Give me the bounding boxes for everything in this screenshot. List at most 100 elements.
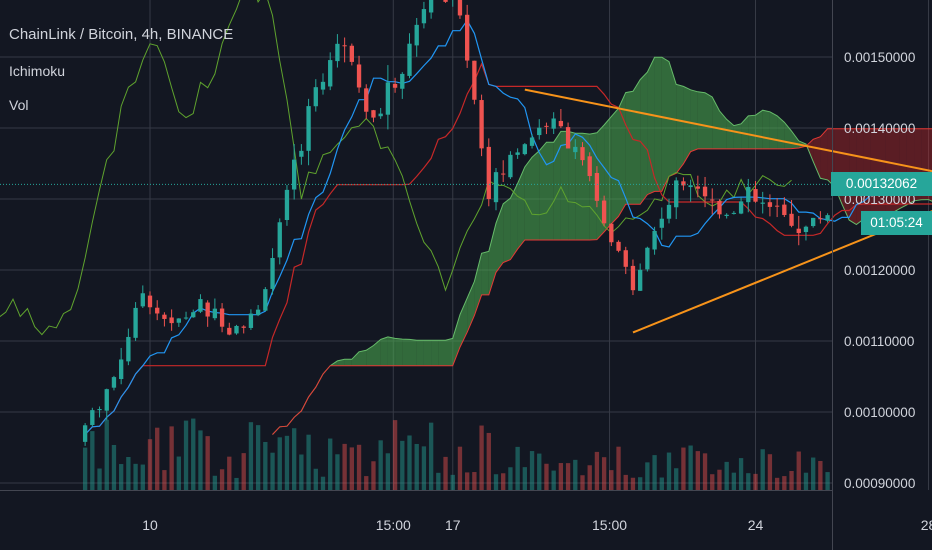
cloud-segment-bull <box>351 351 359 366</box>
volume-bar <box>227 456 232 490</box>
candle-body <box>767 202 773 207</box>
candle-body <box>616 241 621 251</box>
cloud-segment-bull <box>402 339 410 366</box>
volume-bar <box>414 443 419 490</box>
volume-bar <box>493 474 499 490</box>
volume-bar <box>710 474 715 490</box>
volume-bar <box>573 459 578 490</box>
volume-bar <box>825 472 830 490</box>
x-tick-label: 15:00 <box>592 517 627 533</box>
candle-body <box>630 265 636 291</box>
candle-body <box>364 88 369 112</box>
volume-bar <box>140 464 145 490</box>
cloud-segment-bull <box>539 142 547 240</box>
volume-bar <box>248 422 254 490</box>
y-tick-label: 0.00090000 <box>844 476 915 491</box>
candle-body <box>493 172 499 203</box>
candle-body <box>82 425 88 442</box>
volume-bar <box>356 444 362 490</box>
candle-body <box>702 186 708 197</box>
candle-body <box>537 127 542 136</box>
cloud-segment-bull <box>769 111 778 149</box>
candle-body <box>328 60 333 87</box>
volume-bar <box>277 437 282 490</box>
candle-body <box>746 186 751 203</box>
volume-bar <box>645 462 650 490</box>
candle-body <box>227 327 232 335</box>
volume-bar <box>616 446 621 490</box>
candle-body <box>529 137 535 146</box>
cloud-segment-bull <box>733 123 742 149</box>
volume-bar <box>306 434 311 490</box>
candle-body <box>573 146 578 153</box>
volume-bar <box>551 470 556 490</box>
trendlines[interactable] <box>524 88 932 334</box>
candle-body <box>753 189 758 202</box>
cloud-segment-bull <box>387 336 396 366</box>
candle-body <box>155 307 160 314</box>
cloud-segment-bull <box>712 97 720 149</box>
candle-body <box>515 152 520 155</box>
candle-body <box>255 309 261 316</box>
x-tick-label: 10 <box>142 517 158 533</box>
chart-title[interactable]: ChainLink / Bitcoin, 4h, BINANCE <box>9 26 234 43</box>
x-tick-label: 15:00 <box>376 517 411 533</box>
candle-body <box>371 110 376 118</box>
candle-body <box>234 325 239 334</box>
candle-body <box>609 223 614 243</box>
cloud-segment-bull <box>438 340 446 366</box>
candle-body <box>818 218 823 220</box>
volume-bar <box>385 453 391 490</box>
last-price-badge: 0.00132062 <box>831 172 932 196</box>
candle-body <box>212 308 218 319</box>
volume-bar <box>342 443 347 490</box>
indicator-vol-label[interactable]: Vol <box>9 97 29 113</box>
volume-bar <box>263 441 268 490</box>
candle-body <box>421 9 427 24</box>
cloud-segment-bull <box>705 92 713 149</box>
volume-bar <box>155 427 160 490</box>
volume-bar <box>443 456 448 490</box>
senkou-span-b <box>272 128 932 435</box>
candle-body <box>760 202 765 204</box>
volume-bar <box>738 458 744 490</box>
candle-body <box>674 180 679 208</box>
volume-bar <box>724 461 729 490</box>
volume-bar <box>421 446 427 490</box>
volume-bar <box>349 447 354 490</box>
candle-body <box>666 204 672 219</box>
candle-body <box>811 217 816 227</box>
candlesticks[interactable] <box>82 0 830 446</box>
cloud-segment-bull <box>568 131 576 240</box>
cloud-segment-bull <box>395 338 403 366</box>
x-tick-label: 24 <box>748 517 764 533</box>
volume-bar <box>292 428 297 490</box>
candle-body <box>695 186 700 189</box>
volume-bar <box>702 453 708 490</box>
volume-bar <box>529 451 535 490</box>
candle-body <box>169 317 174 324</box>
volume-bar <box>428 422 434 490</box>
candle-body <box>774 205 780 207</box>
cloud-segment-bull <box>524 157 532 240</box>
cloud-segment-bull <box>380 336 388 366</box>
cloud-segment-bull <box>661 57 669 192</box>
volume-bar <box>587 465 592 490</box>
volume-bar <box>753 473 758 490</box>
volume-bar <box>82 447 88 490</box>
candle-body <box>162 314 167 319</box>
cloud-segment-bull <box>762 110 770 149</box>
cloud-segment-bull <box>344 359 352 366</box>
chikou-span <box>0 0 792 336</box>
volume-bar <box>659 477 664 490</box>
indicator-ichimoku-label[interactable]: Ichimoku <box>9 63 66 79</box>
senkou-span-a <box>272 56 932 435</box>
cloud-segment-bull <box>481 251 489 295</box>
volume-bar <box>782 476 787 490</box>
volume-bar <box>638 477 643 490</box>
volume-bar <box>666 452 672 490</box>
candle-body <box>428 0 434 13</box>
volume-bar <box>241 453 246 490</box>
